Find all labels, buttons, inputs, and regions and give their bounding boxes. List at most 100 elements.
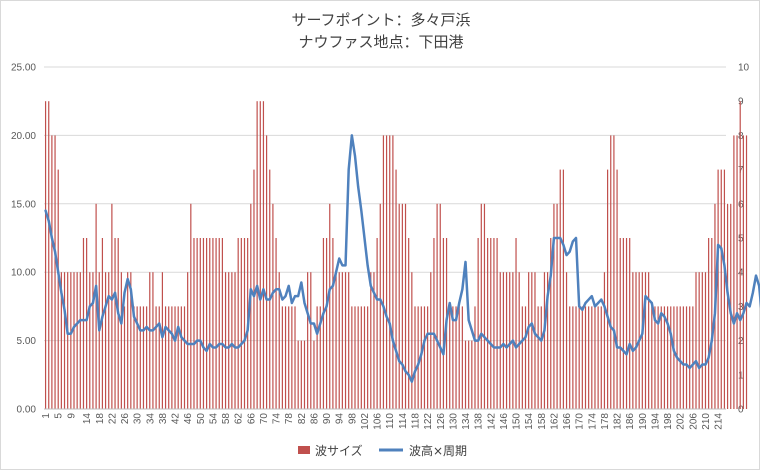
bar-wave-size [199,238,201,409]
x-tick-label: 86 [309,413,320,425]
bar-wave-size [310,272,312,409]
x-tick-label: 58 [221,413,232,425]
bar-wave-size [666,306,669,409]
bar-wave-size [370,272,372,409]
x-tick-label: 102 [360,413,371,430]
bar-wave-size [70,272,72,409]
bar-wave-size [44,101,47,409]
bar-wave-size [60,272,62,409]
bar-wave-size [325,238,328,409]
bar-wave-size [505,272,508,409]
y-right-tick-label: 1 [738,370,744,381]
legend-label-line: 波高×周期 [409,443,467,458]
x-tick-label: 182 [613,413,624,430]
x-tick-label: 198 [663,413,674,430]
x-tick-label: 22 [107,413,118,425]
bar-wave-size [487,238,489,409]
bar-wave-size [711,238,713,409]
bar-wave-size [502,272,504,409]
bar-wave-size [82,238,85,409]
bar-wave-size [562,169,564,409]
x-tick-label: 114 [398,413,409,429]
bar-wave-size [51,135,53,409]
bar-wave-size [717,169,719,409]
bar-wave-size [550,238,552,409]
bar-wave-size [275,238,277,409]
x-tick-label: 118 [411,413,422,429]
bar-wave-size [187,272,189,409]
bar-wave-size [452,306,454,409]
bar-wave-size [161,272,163,409]
x-tick-label: 186 [625,413,636,430]
x-tick-label: 166 [562,413,573,430]
bar-wave-size [499,272,501,409]
bar-wave-size [682,306,684,409]
bar-wave-size [171,306,173,409]
bar-wave-size [262,101,265,409]
bar-wave-size [591,306,593,409]
bar-wave-size [376,238,378,409]
bar-wave-size [54,135,56,409]
bar-wave-size [67,272,69,409]
bar-wave-size [518,272,520,409]
x-tick-label: 130 [448,413,459,430]
bar-wave-size [704,272,707,409]
bar-wave-size [547,272,549,409]
bar-wave-size [411,272,413,409]
bar-wave-size [408,238,410,409]
wave-size-bars [44,101,748,409]
bar-wave-size [569,306,571,409]
bar-wave-size [272,203,274,409]
x-axis-tick-labels: 1 5 9 14 18 22 26 30 34 38 42 46 50 54 58 62 66 70 74 78 82 8… [41,413,725,430]
bar-wave-size [291,306,293,409]
legend: 波サイズ 波高×周期 [298,443,467,458]
bar-wave-size [202,238,205,409]
bar-wave-size [92,272,94,409]
bar-wave-size [48,101,50,409]
bar-wave-size [726,203,729,409]
bar-wave-size [610,135,612,409]
bar-wave-size [313,340,315,409]
bar-wave-size [139,306,141,409]
bar-wave-size [651,306,653,409]
x-tick-label: 90 [322,413,333,425]
bar-wave-size [335,272,337,409]
bar-wave-size [588,306,590,409]
bar-wave-size [357,306,359,409]
bar-wave-size [733,135,735,409]
bar-wave-size [221,238,223,409]
bar-wave-size [745,135,748,409]
bar-wave-size [531,272,533,409]
bar-wave-size [414,306,416,409]
bar-wave-size [480,203,482,409]
y-right-tick-label: 10 [738,63,750,74]
bar-wave-size [695,272,697,409]
bar-wave-size [266,135,268,409]
bar-wave-size [367,306,369,409]
x-tick-label: 214 [714,413,725,430]
bar-wave-size [720,169,722,409]
bar-wave-size [329,203,331,409]
bar-wave-size [120,272,122,409]
bar-wave-size [385,135,388,409]
y-left-tick-label: 5.00 [17,336,37,347]
bar-wave-size [86,238,88,409]
bar-wave-size [565,272,568,409]
bar-wave-size [278,272,280,409]
bar-wave-size [490,238,492,409]
y-right-tick-label: 9 [738,97,744,108]
bar-wave-size [433,238,435,409]
bar-wave-size [212,238,214,409]
left-y-axis: 0.00 5.00 10.00 15.00 20.00 25.00 [11,63,36,416]
x-tick-label: 206 [688,413,699,430]
bar-wave-size [297,340,299,409]
x-tick-label: 178 [600,413,611,430]
bar-wave-size [436,203,438,409]
bar-wave-size [629,238,631,409]
bar-wave-size [540,306,542,409]
bar-wave-size [237,238,239,409]
bar-wave-size [442,238,445,409]
bar-wave-size [98,272,100,409]
bar-wave-size [243,238,246,409]
